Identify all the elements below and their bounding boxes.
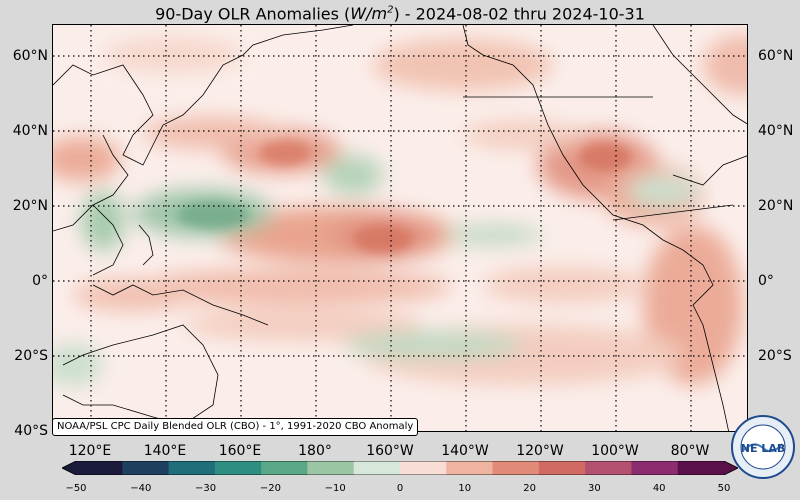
graticule [53, 25, 747, 431]
lon-label: 140°E [143, 443, 187, 459]
map-title: 90-Day OLR Anomalies (W/m2) - 2024-08-02… [0, 0, 800, 24]
colorbar-max-extend [724, 461, 738, 475]
colorbar-tick-label: 50 [717, 483, 731, 494]
colorbar-segment [261, 461, 308, 475]
colorbar [62, 461, 738, 475]
colorbar-segment [76, 461, 123, 475]
lat-label-left: 40°N [12, 123, 48, 139]
colorbar-tick-label: −30 [195, 483, 217, 494]
lat-label-left: 0° [32, 273, 48, 289]
lon-label: 100°W [591, 443, 639, 459]
colorbar-segment [400, 461, 447, 475]
lon-label: 180° [298, 443, 332, 459]
lon-label: 80°W [670, 443, 710, 459]
lat-label-left: 60°N [12, 48, 48, 64]
colorbar-segment [631, 461, 679, 475]
colorbar-segment [446, 461, 494, 475]
lon-label: 160°E [218, 443, 262, 459]
lat-label-right: 20°N [758, 198, 794, 214]
lat-label-left: 20°N [12, 198, 48, 214]
olr-anomaly-map [52, 24, 748, 432]
colorbar-tick-label: 10 [458, 483, 472, 494]
title-suffix: ) - 2024-08-02 thru 2024-10-31 [393, 4, 645, 24]
lon-label: 140°W [441, 443, 489, 459]
colorbar-segment [214, 461, 262, 475]
colorbar-tick-label: −10 [324, 483, 346, 494]
noaa-psl-logo: NE LAB [731, 415, 795, 479]
colorbar-segment [492, 461, 540, 475]
data-source-credit: NOAA/PSL CPC Daily Blended OLR (CBO) - 1… [52, 418, 419, 436]
colorbar-tick-label: −50 [65, 483, 87, 494]
title-prefix: 90-Day OLR Anomalies ( [155, 4, 351, 24]
colorbar-tick-label: −40 [130, 483, 152, 494]
colorbar-tick-label: −20 [259, 483, 281, 494]
lat-label-right: 40°N [758, 123, 794, 139]
logo-text: NE LAB [741, 442, 785, 455]
lon-label: 160°W [366, 443, 414, 459]
colorbar-segment [585, 461, 632, 475]
colorbar-segment [168, 461, 216, 475]
colorbar-segment [122, 461, 170, 475]
coastlines [53, 25, 747, 431]
lat-label-left: 40°S [14, 423, 48, 439]
colorbar-tick-label: 40 [652, 483, 666, 494]
lat-label-right: 0° [758, 273, 774, 289]
colorbar-tick-label: 30 [588, 483, 601, 494]
colorbar-segment [538, 461, 586, 475]
lon-label: 120°E [68, 443, 112, 459]
colorbar-segment [307, 461, 355, 475]
colorbar-tick-label: 0 [396, 483, 404, 494]
anomaly-field [53, 35, 747, 387]
lat-label-right: 60°N [758, 48, 794, 64]
colorbar-segment [353, 461, 401, 475]
lat-label-left: 20°S [14, 348, 48, 364]
title-unit: W/m2 [350, 4, 394, 24]
lat-label-right: 20°S [758, 348, 792, 364]
colorbar-tick-label: 20 [523, 483, 536, 494]
colorbar-min-extend [62, 461, 76, 475]
colorbar-segment [677, 461, 725, 475]
lon-label: 120°W [516, 443, 564, 459]
